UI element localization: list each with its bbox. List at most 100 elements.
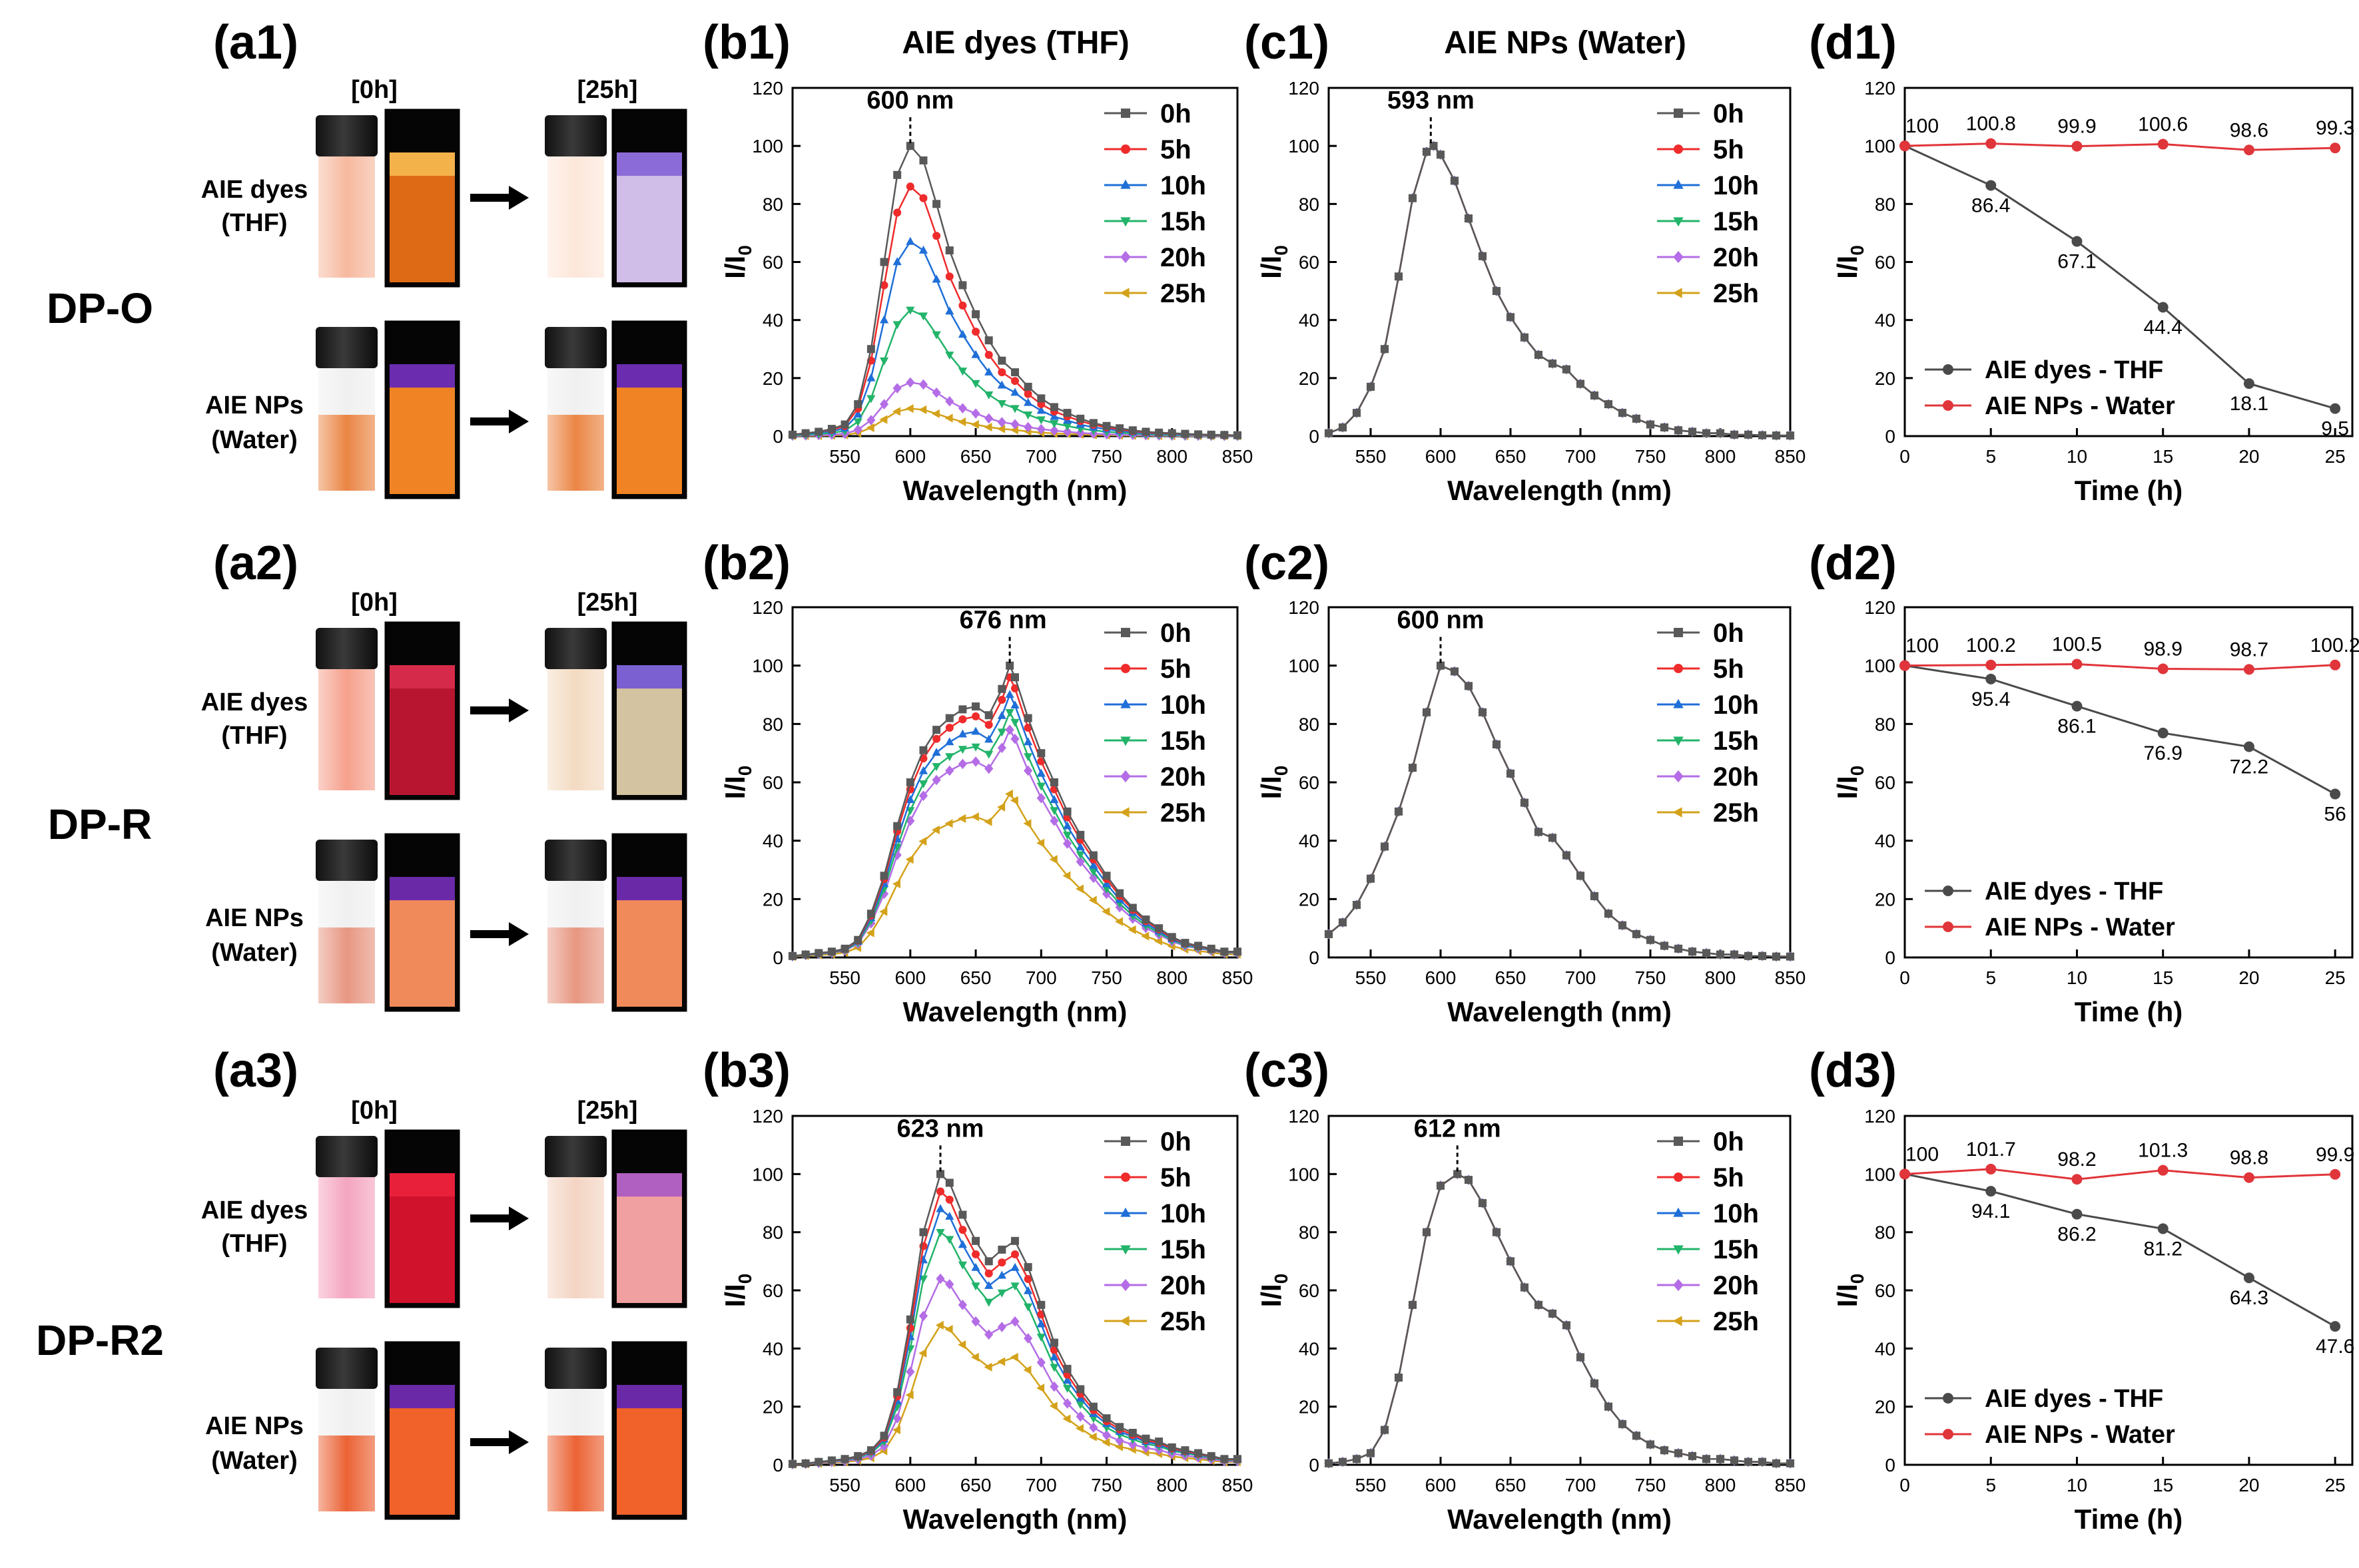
data-point <box>1409 764 1417 772</box>
x-tick-label: 550 <box>829 1475 860 1495</box>
y-tick-label: 40 <box>763 831 783 852</box>
data-point <box>1049 1402 1058 1411</box>
x-tick-label: 800 <box>1156 446 1187 467</box>
data-point <box>1088 1432 1097 1441</box>
data-point <box>1367 382 1375 391</box>
legend-label: 0h <box>1713 99 1744 129</box>
data-point <box>2071 1174 2083 1185</box>
data-label: 64.3 <box>2230 1287 2268 1309</box>
panel-label-a: (a2) <box>213 537 298 590</box>
y-tick-label: 60 <box>1875 772 1895 793</box>
data-point <box>1465 214 1473 223</box>
vial <box>312 110 382 283</box>
data-label: 99.3 <box>2316 117 2354 139</box>
data-point <box>1036 792 1046 804</box>
data-point <box>972 1236 980 1245</box>
y-label-subscript: 0 <box>735 245 755 256</box>
arrow-icon <box>509 1430 529 1454</box>
data-point <box>1590 391 1598 399</box>
col-title-nps: AIE NPs (Water) <box>1444 25 1686 61</box>
data-point <box>958 1226 967 1234</box>
data-point <box>1562 851 1570 860</box>
vial-shine <box>547 1389 604 1511</box>
data-point <box>866 345 875 354</box>
data-point <box>1062 1414 1071 1424</box>
data-label: 9.5 <box>2321 418 2349 440</box>
data-point <box>997 424 1006 433</box>
data-point <box>1465 682 1473 690</box>
data-point <box>1011 684 1019 692</box>
y-tick-label: 20 <box>763 1397 783 1418</box>
data-point <box>2243 1172 2254 1183</box>
uv-glow-body <box>390 176 455 282</box>
data-point <box>1507 313 1515 322</box>
data-label: 99.9 <box>2057 116 2096 138</box>
vial-cap <box>316 1136 378 1177</box>
col-title-dyes: AIE dyes (THF) <box>902 25 1129 61</box>
y-label-subscript: 0 <box>735 1274 755 1284</box>
data-point <box>1716 950 1724 959</box>
data-point <box>1507 1257 1515 1266</box>
y-tick-label: 100 <box>1864 136 1895 156</box>
data-point <box>936 1170 945 1178</box>
data-point <box>1050 425 1059 436</box>
data-point <box>984 711 993 720</box>
uv-frame <box>384 621 460 800</box>
data-point <box>1985 138 1997 149</box>
series-nps: 100 100.2 100.5 98.9 98.7 100.2 <box>1899 633 2359 675</box>
y-tick-label: 40 <box>763 310 783 331</box>
data-point <box>932 200 941 208</box>
data-point <box>936 1187 945 1196</box>
vial <box>312 1131 382 1304</box>
data-point <box>1114 917 1123 926</box>
uv-glow-body <box>617 388 682 494</box>
data-point <box>1036 1384 1045 1393</box>
data-point <box>1381 842 1389 851</box>
vial <box>541 1131 611 1304</box>
dyes-solvent-label: (THF) <box>221 722 287 750</box>
legend-marker <box>1673 1207 1684 1217</box>
legend-label: 20h <box>1160 762 1206 792</box>
data-point <box>972 712 980 720</box>
data-point <box>958 1240 968 1248</box>
data-point <box>1758 951 1766 960</box>
legend-label: 10h <box>1160 171 1206 200</box>
vial-cap <box>545 115 607 156</box>
data-point <box>1207 1451 1215 1460</box>
data-point <box>1037 1300 1046 1309</box>
data-point <box>1688 947 1696 956</box>
legend: 0h 5h 10h 15h 20h 25h <box>1104 99 1206 308</box>
y-tick-label: 60 <box>1299 252 1319 273</box>
data-point <box>1534 350 1542 359</box>
data-point <box>879 315 889 324</box>
data-point <box>1381 1426 1389 1434</box>
data-point <box>932 232 941 240</box>
data-point <box>1429 142 1438 150</box>
data-point <box>984 1280 994 1289</box>
uv-frame <box>611 109 687 288</box>
vial <box>541 623 611 796</box>
data-point <box>1141 931 1150 941</box>
data-point <box>1076 842 1085 851</box>
data-point <box>1423 1228 1431 1236</box>
vial-shine <box>547 368 604 491</box>
data-point <box>1076 851 1085 860</box>
data-point <box>958 1261 968 1270</box>
series-0h <box>1325 1170 1794 1467</box>
data-point <box>1367 1449 1375 1457</box>
data-point <box>1632 929 1640 938</box>
uv-glow-body <box>390 388 455 494</box>
uv-glow-body <box>617 1196 682 1303</box>
data-point <box>984 336 993 345</box>
legend-label: 0h <box>1713 619 1744 648</box>
y-tick-label: 40 <box>1875 1338 1895 1359</box>
y-tick-label: 0 <box>1309 947 1319 968</box>
data-point <box>984 1298 994 1307</box>
data-point <box>827 1456 836 1465</box>
data-point <box>2243 1272 2254 1284</box>
y-tick-label: 100 <box>1288 136 1319 156</box>
legend-label: 0h <box>1713 1127 1744 1157</box>
data-point <box>945 1195 954 1204</box>
panel-label-a: (a3) <box>213 1044 298 1097</box>
data-point <box>1604 400 1612 409</box>
